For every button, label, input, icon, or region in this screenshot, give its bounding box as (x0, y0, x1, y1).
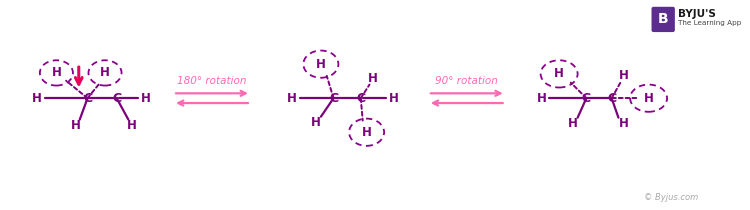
Text: B: B (658, 12, 668, 26)
Text: C: C (356, 92, 365, 105)
Text: H: H (619, 117, 628, 130)
Text: H: H (619, 69, 628, 82)
Text: H: H (100, 66, 110, 79)
Text: H: H (128, 119, 137, 132)
Text: C: C (329, 92, 338, 105)
Text: C: C (582, 92, 591, 105)
Text: H: H (362, 126, 371, 139)
Text: C: C (112, 92, 122, 105)
Text: H: H (32, 92, 42, 105)
Text: H: H (644, 92, 653, 105)
Text: C: C (607, 92, 616, 105)
Text: H: H (368, 72, 377, 85)
Text: H: H (141, 92, 151, 105)
Text: H: H (568, 117, 578, 130)
Text: The Learning App: The Learning App (678, 20, 741, 26)
Text: H: H (316, 58, 326, 71)
Text: H: H (537, 92, 547, 105)
Text: H: H (52, 66, 62, 79)
Text: 90° rotation: 90° rotation (435, 76, 498, 86)
Text: H: H (71, 119, 81, 132)
Text: H: H (554, 67, 564, 80)
Text: H: H (286, 92, 297, 105)
Text: © Byjus.com: © Byjus.com (644, 193, 698, 202)
Text: C: C (83, 92, 92, 105)
Text: H: H (311, 116, 321, 129)
Text: 180° rotation: 180° rotation (177, 76, 247, 86)
Text: BYJU'S: BYJU'S (678, 9, 716, 19)
FancyBboxPatch shape (652, 7, 675, 32)
Text: H: H (389, 92, 399, 105)
